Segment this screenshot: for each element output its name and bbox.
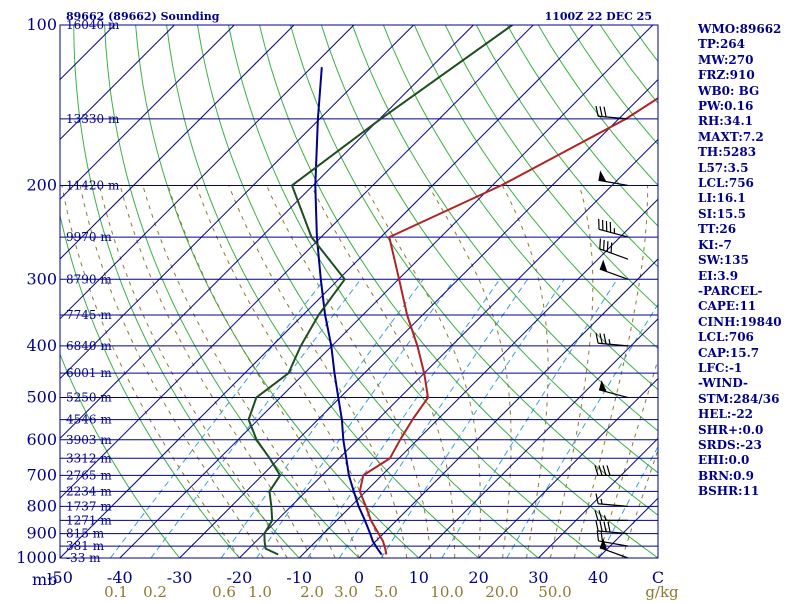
index-item: SHR+:0.0 [698,423,798,438]
pressure-tick-label: 900 [26,524,57,543]
mixing-ratio-tick-label: 0.1 [104,583,128,600]
pressure-tick-label: 300 [26,269,57,288]
index-item: WMO:89662 [698,22,798,37]
mixing-ratio-tick-label: 3.0 [334,583,358,600]
index-item: WB0: BG [698,84,798,99]
index-item: BSHR:11 [698,484,798,499]
pressure-tick-label: 1000 [16,548,57,567]
index-item: LCL:756 [698,176,798,191]
index-item: SRDS:-23 [698,438,798,453]
index-item: BRN:0.9 [698,469,798,484]
height-label: 1271 m [66,513,112,527]
height-label: 2234 m [66,484,112,498]
height-label: 6001 m [66,366,112,380]
mixing-ratio-tick-label: 2.0 [300,583,324,600]
pressure-tick-label: 700 [26,465,57,484]
mixing-ratio-tick-label: 50.0 [538,583,571,600]
index-item: EI:3.9 [698,269,798,284]
height-label: 5250 m [66,391,112,405]
temperature-tick-label: 10 [409,568,429,587]
index-item: -WIND- [698,376,798,391]
pressure-tick-label: 600 [26,430,57,449]
mixing-ratio-tick-label: 0.6 [212,583,236,600]
index-item: LI:16.1 [698,191,798,206]
mixing-ratio-tick-label: 10.0 [430,583,463,600]
index-item: CINH:19840 [698,315,798,330]
mixing-ratio-tick-label: 0.2 [143,583,167,600]
height-label: 3903 m [66,433,112,447]
height-label: -33 m [66,551,101,565]
index-item: STM:284/36 [698,392,798,407]
height-label: 13330 m [66,112,120,126]
index-item: EHI:0.0 [698,453,798,468]
height-label: 8790 m [66,272,112,286]
temperature-tick-label: -30 [167,568,193,587]
index-item: TT:26 [698,222,798,237]
index-item: TP:264 [698,37,798,52]
index-item: CAPE:11 [698,299,798,314]
mixing-ratio-tick-label: 20.0 [485,583,518,600]
pressure-tick-label: 200 [26,175,57,194]
index-item: FRZ:910 [698,68,798,83]
mixing-ratio-tick-label: 5.0 [374,583,398,600]
pressure-tick-label: 800 [26,496,57,515]
index-item: MAXT:7.2 [698,130,798,145]
temperature-tick-label: 40 [588,568,608,587]
height-label: 9970 m [66,230,112,244]
height-label: 3312 m [66,451,112,465]
index-item: CAP:15.7 [698,346,798,361]
sounding-time: 1100Z 22 DEC 25 [545,10,652,23]
height-label: 2765 m [66,468,112,482]
index-item: KI:-7 [698,238,798,253]
height-label: 6840 m [66,339,112,353]
index-item: SW:135 [698,253,798,268]
index-item: RH:34.1 [698,114,798,129]
index-item: HEL:-22 [698,407,798,422]
temperature-tick-label: -50 [47,568,73,587]
height-label: 11420 m [66,178,120,192]
pressure-tick-label: 100 [26,15,57,34]
pressure-tick-label: 500 [26,388,57,407]
index-item: L57:3.5 [698,161,798,176]
index-item: MW:270 [698,53,798,68]
mixing-ratio-tick-label: 1.0 [248,583,272,600]
height-label: 4546 m [66,413,112,427]
index-item: LFC:-1 [698,361,798,376]
mixing-ratio-tick-label: g/kg [645,583,679,600]
index-item: PW:0.16 [698,99,798,114]
index-item: TH:5283 [698,145,798,160]
index-item: -PARCEL- [698,284,798,299]
sounding-title: 89662 (89662) Sounding [66,10,220,23]
index-item: LCL:706 [698,330,798,345]
height-label: 1737 m [66,499,112,513]
pressure-tick-label: 400 [26,336,57,355]
index-item: SI:15.5 [698,207,798,222]
height-label: 7745 m [66,308,112,322]
